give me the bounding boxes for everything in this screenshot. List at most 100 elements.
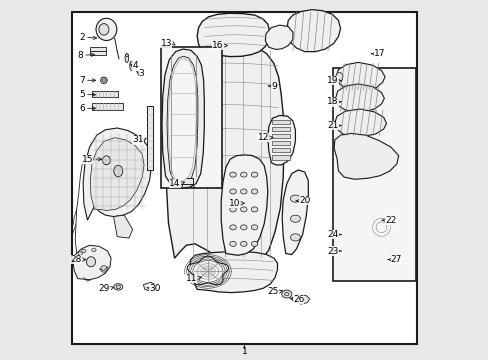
Ellipse shape (130, 62, 133, 64)
Text: 6: 6 (79, 104, 85, 113)
Polygon shape (92, 91, 118, 97)
Text: 9: 9 (271, 82, 277, 91)
Text: 14: 14 (169, 179, 180, 188)
Polygon shape (187, 256, 228, 285)
Polygon shape (168, 59, 196, 181)
Text: 16: 16 (212, 41, 223, 50)
Polygon shape (286, 10, 340, 51)
Ellipse shape (86, 257, 95, 267)
Polygon shape (291, 295, 309, 304)
Text: 7: 7 (79, 76, 85, 85)
Polygon shape (113, 215, 132, 238)
Polygon shape (282, 170, 308, 255)
Bar (272, 141, 289, 145)
Ellipse shape (251, 172, 257, 177)
Polygon shape (335, 72, 343, 83)
Ellipse shape (101, 77, 107, 84)
Ellipse shape (240, 241, 246, 246)
Polygon shape (143, 282, 155, 291)
Ellipse shape (99, 24, 109, 35)
Text: 20: 20 (298, 196, 310, 205)
Bar (161, 46, 222, 188)
Ellipse shape (102, 79, 105, 82)
Text: 29: 29 (99, 284, 110, 293)
Polygon shape (370, 219, 391, 237)
Ellipse shape (229, 225, 236, 230)
Bar (272, 120, 289, 125)
Polygon shape (83, 128, 151, 220)
Text: 12: 12 (257, 133, 268, 142)
Text: 30: 30 (149, 284, 161, 293)
Text: 13: 13 (160, 39, 172, 48)
Text: 2: 2 (79, 33, 85, 42)
Ellipse shape (92, 248, 96, 252)
Ellipse shape (240, 172, 246, 177)
Bar (89, 51, 105, 55)
Text: 24: 24 (326, 230, 338, 239)
Ellipse shape (290, 234, 300, 241)
Text: 19: 19 (326, 76, 338, 85)
Ellipse shape (290, 195, 300, 202)
Polygon shape (166, 44, 284, 264)
Polygon shape (335, 84, 384, 112)
Ellipse shape (240, 225, 246, 230)
Polygon shape (162, 49, 204, 188)
Ellipse shape (251, 189, 257, 194)
Ellipse shape (78, 252, 82, 255)
Bar (333, 68, 415, 281)
Polygon shape (190, 252, 277, 293)
Polygon shape (265, 25, 292, 49)
Bar (272, 155, 289, 159)
Polygon shape (267, 116, 295, 165)
Ellipse shape (179, 184, 182, 188)
Ellipse shape (116, 285, 120, 289)
Ellipse shape (251, 207, 257, 212)
Text: 23: 23 (326, 247, 338, 256)
Ellipse shape (251, 241, 257, 246)
Text: 21: 21 (326, 121, 338, 130)
Text: 27: 27 (390, 255, 401, 264)
Text: 4: 4 (132, 62, 138, 71)
Text: 5: 5 (79, 90, 85, 99)
Text: 1: 1 (241, 347, 247, 356)
Bar (89, 46, 105, 51)
Text: 31: 31 (132, 135, 144, 144)
Text: 3: 3 (139, 69, 144, 78)
Ellipse shape (229, 189, 236, 194)
Polygon shape (92, 103, 123, 110)
Text: 11: 11 (185, 274, 197, 283)
Polygon shape (167, 56, 198, 183)
Polygon shape (221, 155, 267, 255)
Polygon shape (336, 62, 384, 90)
Ellipse shape (102, 156, 110, 165)
Ellipse shape (114, 165, 122, 177)
Ellipse shape (240, 189, 246, 194)
Bar (175, 178, 192, 184)
Polygon shape (377, 257, 395, 270)
Bar (272, 127, 289, 131)
Text: 25: 25 (266, 287, 278, 296)
Polygon shape (333, 134, 398, 179)
Text: 10: 10 (228, 199, 240, 208)
Text: 17: 17 (373, 49, 385, 58)
Ellipse shape (284, 292, 288, 296)
Text: 8: 8 (77, 51, 83, 60)
Bar (147, 106, 152, 170)
Ellipse shape (240, 207, 246, 212)
Bar (272, 134, 289, 138)
Ellipse shape (129, 62, 133, 71)
Ellipse shape (229, 241, 236, 246)
Polygon shape (90, 138, 144, 211)
Text: 28: 28 (70, 255, 81, 264)
Ellipse shape (125, 54, 128, 63)
Text: 26: 26 (292, 294, 304, 303)
Text: 22: 22 (384, 216, 395, 225)
Bar (336, 226, 374, 240)
Ellipse shape (81, 249, 86, 253)
Ellipse shape (96, 18, 117, 41)
Ellipse shape (125, 54, 128, 57)
Text: 18: 18 (326, 97, 338, 106)
Ellipse shape (229, 172, 236, 177)
Text: 15: 15 (81, 155, 93, 164)
Polygon shape (197, 13, 269, 57)
